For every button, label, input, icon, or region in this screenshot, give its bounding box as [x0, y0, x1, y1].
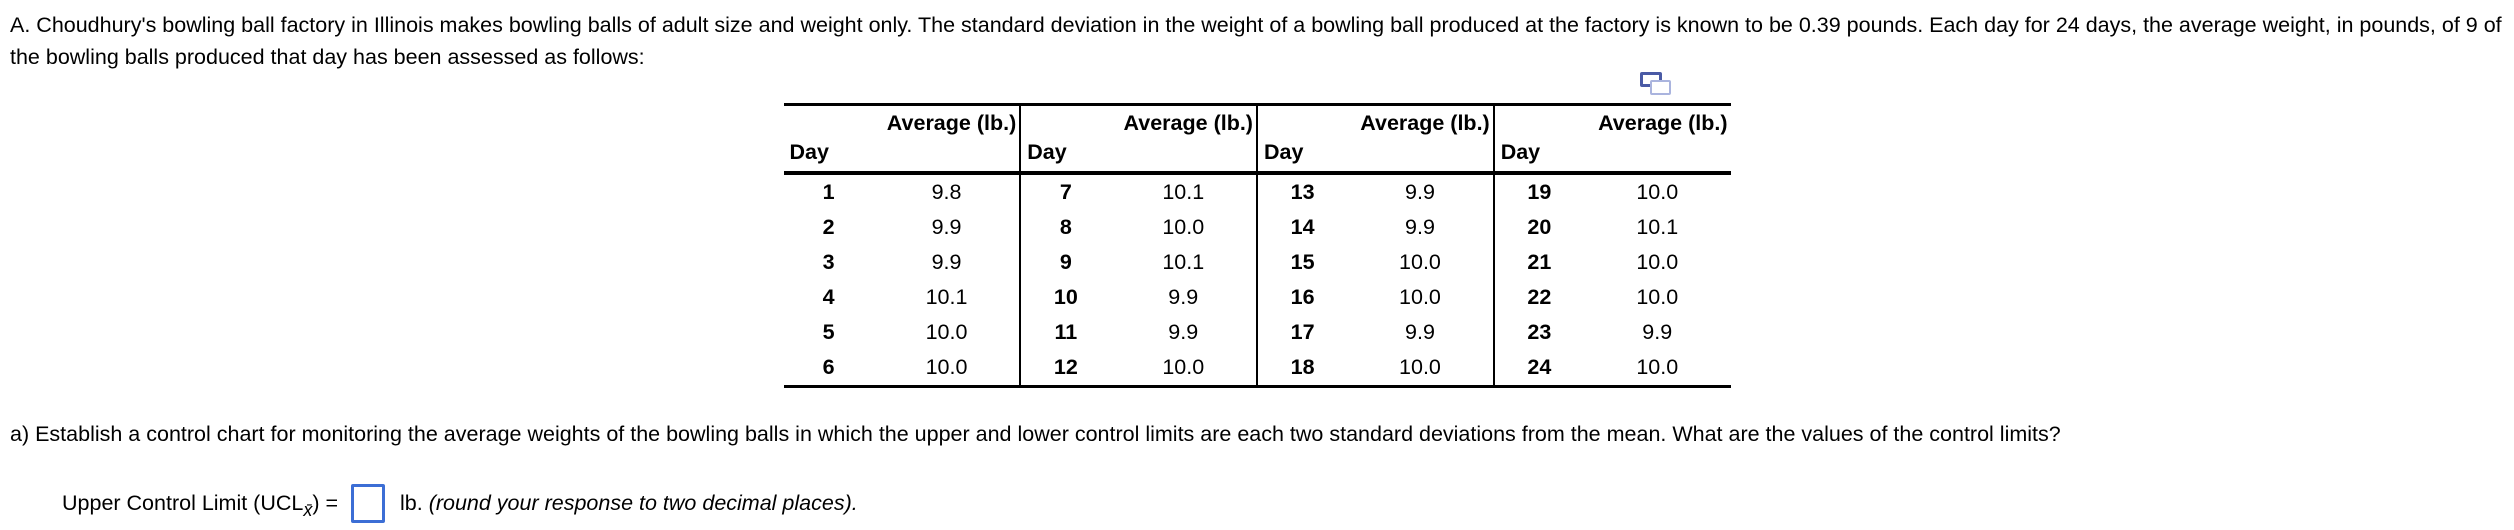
table-section: Average (lb.) Day Average (lb.) Day Aver…: [783, 72, 1731, 388]
day-cell: 9: [1019, 245, 1111, 280]
day-header: Day: [1027, 140, 1067, 164]
avg-cell: 10.0: [1636, 285, 1679, 309]
avg-cell: 10.0: [1162, 215, 1205, 239]
avg-cell: 10.0: [1399, 250, 1441, 274]
day-cell: 2: [822, 215, 835, 239]
avg-cell: 10.0: [1162, 355, 1205, 379]
day-header: Day: [789, 140, 829, 164]
avg-cell: 10.1: [1162, 250, 1205, 274]
avg-cell: 10.0: [1399, 355, 1441, 379]
table-header-cell: Average (lb.) Day: [1255, 104, 1494, 175]
day-cell: 17: [1255, 315, 1348, 350]
day-cell: 23: [1492, 315, 1584, 350]
avg-cell: 9.9: [931, 215, 962, 239]
day-cell: 8: [1019, 210, 1111, 245]
answer-line: Upper Control Limit (UCL x̄) = lb. (round…: [62, 481, 2514, 525]
problem-intro: A. Choudhury's bowling ball factory in I…: [10, 13, 2502, 69]
avg-cell: 9.9: [1642, 320, 1673, 344]
data-table: Average (lb.) Day Average (lb.) Day Aver…: [783, 103, 1731, 388]
day-cell: 13: [1255, 173, 1348, 210]
avg-cell: 9.9: [1405, 215, 1435, 239]
data-table-body: 1 9.8 7 10.1 13 9.9 19 10.0 2 9.9 8 10.0 14 9.9 20 10.1…: [784, 173, 1731, 387]
rounding-hint: (round your response to two decimal plac…: [428, 490, 858, 515]
avg-header: Average (lb.): [1123, 111, 1253, 135]
day-cell: 4: [822, 285, 835, 309]
avg-header: Average (lb.): [1598, 111, 1728, 135]
table-header-cell: Average (lb.) Day: [1019, 104, 1257, 175]
table-row: 2 9.9 8 10.0 14 9.9 20 10.1: [784, 210, 1731, 245]
avg-header: Average (lb.): [1360, 111, 1490, 135]
day-header: Day: [1500, 140, 1541, 164]
table-row: 6 10.0 12 10.0 18 10.0 24 10.0: [784, 350, 1731, 387]
day-cell: 5: [822, 320, 835, 344]
day-cell: 12: [1019, 350, 1111, 387]
day-cell: 6: [822, 355, 835, 379]
table-row: 4 10.1 10 9.9 16 10.0 22 10.0: [784, 280, 1731, 315]
day-cell: 1: [822, 180, 835, 204]
ucl-label-close: ) =: [312, 490, 345, 515]
avg-cell: 9.9: [1168, 285, 1199, 309]
day-cell: 3: [822, 250, 835, 274]
day-cell: 22: [1492, 280, 1584, 315]
day-cell: 7: [1019, 173, 1111, 210]
day-cell: 18: [1255, 350, 1348, 387]
table-row: 5 10.0 11 9.9 17 9.9 23 9.9: [784, 315, 1731, 350]
copy-icon-front-square: [1649, 80, 1671, 95]
avg-cell: 10.0: [925, 355, 968, 379]
avg-cell: 10.1: [925, 285, 968, 309]
day-cell: 10: [1019, 280, 1111, 315]
avg-header: Average (lb.): [886, 111, 1017, 135]
avg-cell: 10.0: [925, 320, 968, 344]
day-cell: 16: [1255, 280, 1348, 315]
day-cell: 14: [1255, 210, 1348, 245]
avg-cell: 9.8: [931, 180, 962, 204]
day-header: Day: [1263, 140, 1304, 164]
avg-cell: 9.9: [1405, 180, 1435, 204]
day-cell: 20: [1492, 210, 1584, 245]
day-cell: 21: [1492, 245, 1584, 280]
table-header-cell: Average (lb.) Day: [1492, 104, 1731, 175]
avg-cell: 9.9: [931, 250, 962, 274]
avg-cell: 10.0: [1636, 250, 1679, 274]
table-header-cell: Average (lb.) Day: [783, 104, 1021, 175]
part-a-question: a) Establish a control chart for monitor…: [10, 422, 2061, 446]
avg-cell: 10.0: [1399, 285, 1441, 309]
ucl-label-prefix: Upper Control Limit (UCL: [62, 490, 304, 515]
ucl-input[interactable]: [351, 483, 386, 523]
unit-label: lb.: [394, 490, 429, 515]
table-row: 3 9.9 9 10.1 15 10.0 21 10.0: [784, 245, 1731, 280]
avg-cell: 10.1: [1162, 180, 1205, 204]
table-header-row: Average (lb.) Day Average (lb.) Day Aver…: [783, 104, 1731, 175]
day-cell: 19: [1492, 173, 1584, 210]
avg-cell: 9.9: [1168, 320, 1199, 344]
day-cell: 11: [1019, 315, 1111, 350]
avg-cell: 10.0: [1636, 355, 1679, 379]
avg-cell: 9.9: [1405, 320, 1435, 344]
avg-cell: 10.1: [1636, 215, 1679, 239]
day-cell: 15: [1255, 245, 1348, 280]
table-row: 1 9.8 7 10.1 13 9.9 19 10.0: [784, 173, 1731, 210]
copy-icon[interactable]: [1639, 72, 1673, 97]
avg-cell: 10.0: [1636, 180, 1679, 204]
day-cell: 24: [1492, 350, 1584, 387]
